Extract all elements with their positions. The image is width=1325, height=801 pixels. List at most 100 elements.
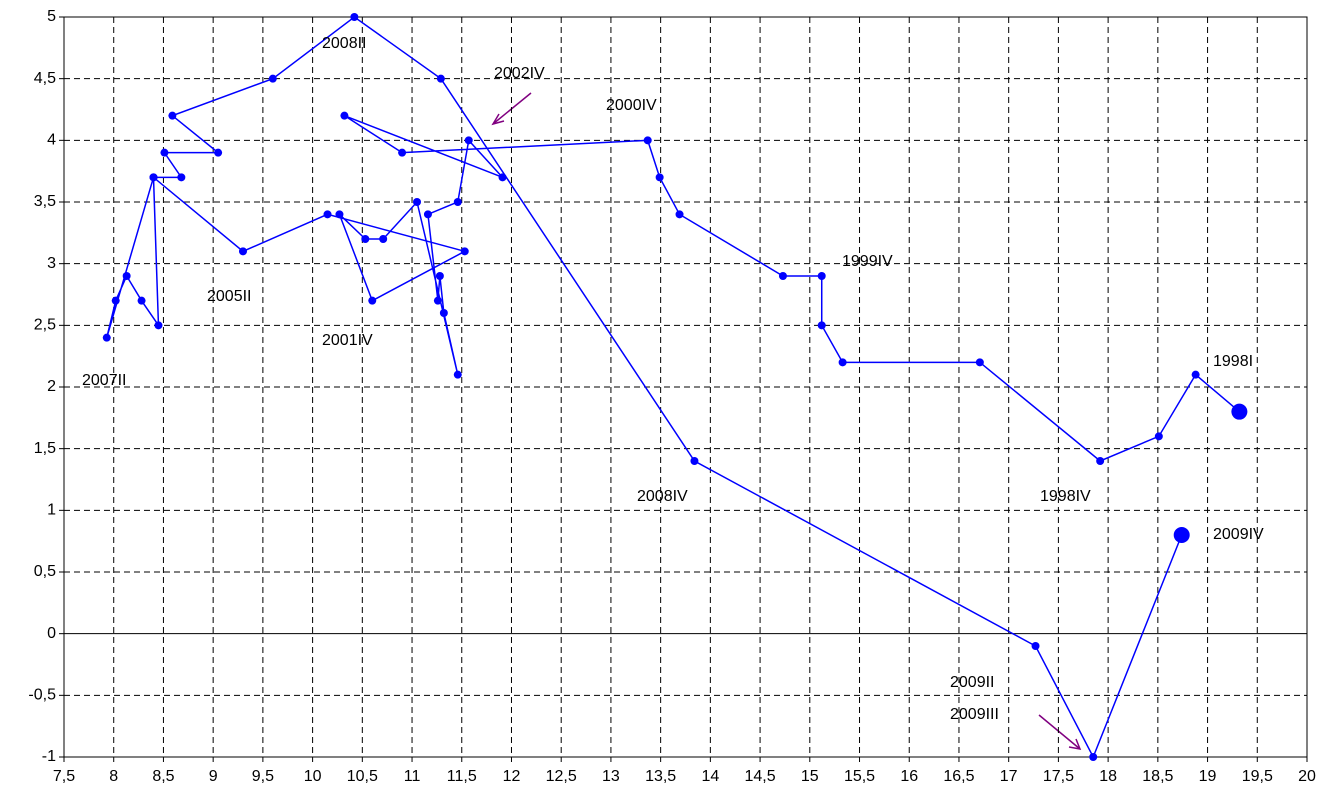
point [778,272,787,280]
x-tick-label: 13,5 [645,768,676,785]
arrows [491,92,1082,750]
point [122,272,131,280]
point [214,148,223,157]
annotation: 1998IV [1040,488,1091,505]
y-tick-label: -1 [42,748,56,765]
point [439,309,448,317]
x-tick-label: 16 [900,768,918,785]
x-tick-label: 15,5 [844,768,875,785]
point [423,210,432,219]
point [675,210,684,219]
annotation: 2009II [950,674,994,691]
x-tick-label: 12,5 [546,768,577,785]
point [323,210,332,219]
x-tick-label: 7,5 [53,768,75,785]
point [838,358,847,367]
y-tick-label: 1 [47,502,56,519]
y-tick-label: 4 [47,132,56,149]
point [340,111,349,120]
point [379,235,388,243]
point [350,13,359,21]
arrow [492,92,532,125]
x-tick-label: 16,5 [943,768,974,785]
point [975,358,984,367]
point [177,173,186,182]
arrow-head [1068,738,1082,750]
x-tick-label: 10,5 [347,768,378,785]
y-tick-label: 2,5 [34,317,56,334]
y-tick-label: -0,5 [28,687,56,704]
point [464,136,473,145]
point [1191,370,1200,379]
point [160,148,169,157]
annotation: 2005II [207,288,251,305]
point [690,457,699,465]
x-tick-label: 20 [1298,768,1316,785]
y-tick-label: 0,5 [34,563,56,580]
x-tick-label: 9,5 [252,768,274,785]
annotation: 2009III [950,706,999,723]
x-tick-label: 19,5 [1242,768,1273,785]
x-tick-label: 18 [1099,768,1117,785]
annotation: 1998I [1213,353,1253,370]
x-tick-label: 17 [1000,768,1018,785]
point [268,74,277,83]
point [111,296,120,305]
y-tick-label: 2 [47,378,56,395]
series-line [106,16,1240,759]
point [102,333,111,342]
annotation: 2001IV [322,332,373,349]
x-tick-label: 11,5 [447,768,477,785]
point [168,111,177,120]
y-tick-label: 3,5 [34,193,56,210]
point [1154,432,1163,441]
annotation: 1999IV [842,253,893,270]
x-tick-label: 8 [109,768,118,785]
point [398,148,407,157]
point [453,370,462,379]
x-tick-label: 11 [404,768,421,785]
point [655,173,664,182]
y-tick-label: 1,5 [34,440,56,457]
point [453,198,462,206]
point [368,296,377,305]
point [1089,753,1098,761]
x-tick-label: 12 [503,768,521,785]
point [1031,642,1040,650]
x-tick-label: 15 [801,768,819,785]
y-tick-label: 3 [47,255,56,272]
point [335,210,344,219]
point [361,235,370,243]
point [436,74,445,83]
x-tick-label: 18,5 [1142,768,1173,785]
point [149,173,158,182]
x-tick-label: 8,5 [152,768,174,785]
y-tick-label: 5 [47,8,56,25]
x-tick-label: 14,5 [745,768,776,785]
x-tick-label: 19 [1199,768,1217,785]
annotation: 2007II [82,372,126,389]
x-tick-label: 9 [209,768,218,785]
y-tick-label: 4,5 [34,70,56,87]
annotation: 2000IV [606,97,657,114]
point [1173,527,1190,543]
x-tick-label: 17,5 [1043,768,1074,785]
point [643,136,652,145]
point [460,247,469,256]
point [413,198,422,206]
point [1231,403,1248,420]
x-tick-label: 14 [701,768,719,785]
point [817,321,826,330]
point [817,272,826,280]
point [137,296,146,305]
annotation: 2008IV [637,488,688,505]
annotation: 2009IV [1213,526,1264,543]
arrow [1038,714,1081,750]
point [498,173,507,182]
annotation: 2008II [322,35,366,52]
point [435,272,444,280]
arrow-head [491,113,505,126]
y-tick-label: 0 [47,625,56,642]
annotation: 2002IV [494,65,545,82]
